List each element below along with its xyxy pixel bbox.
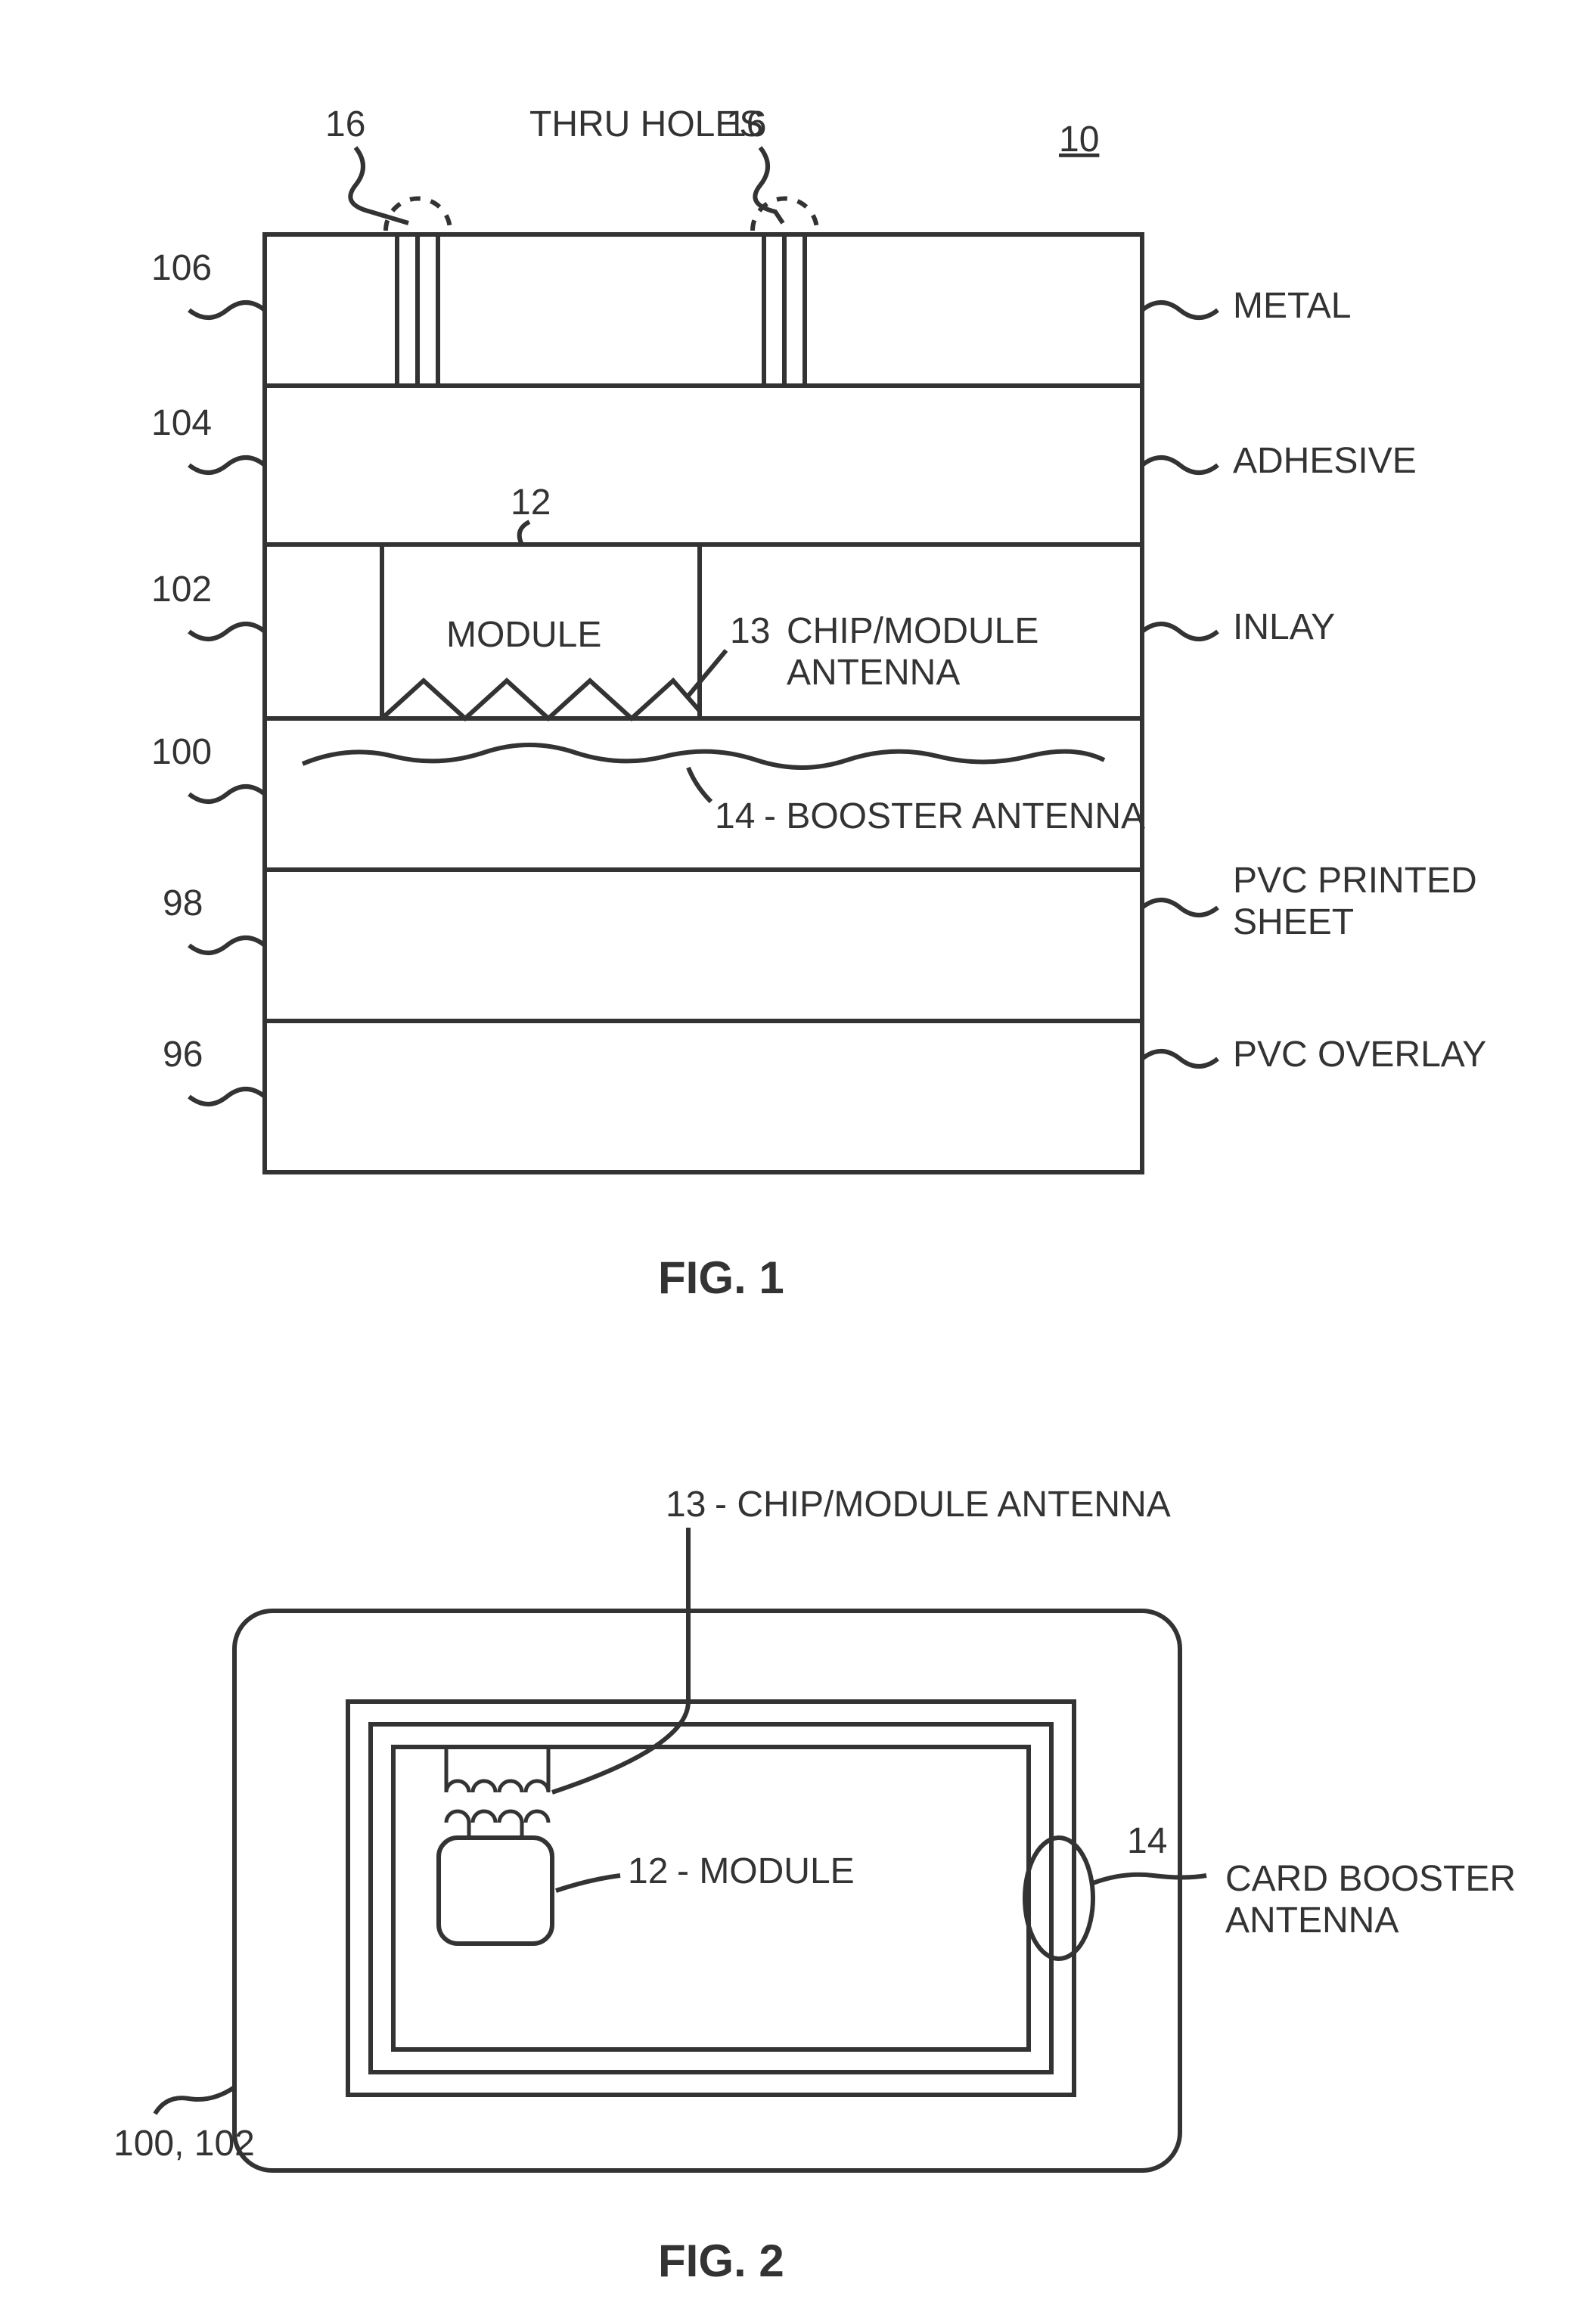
diagram-svg: THRU HOLES 16 16 10 METAL ADHESIVE INLAY… [0,0,1574,2324]
overall-ref: 10 [1059,119,1099,160]
f2-module-ref: 12 [628,1851,668,1891]
thru-hole-arc-right [753,199,817,231]
thru-holes-left [397,234,438,386]
leader-13-f1 [688,650,726,696]
leader-16-right [755,147,783,223]
chip-antenna-zigzag [382,681,700,718]
booster-rect-2 [371,1724,1051,2072]
wave-106 [189,303,265,318]
leader-100-102 [155,2087,234,2114]
leader-14-f1 [688,768,711,802]
coil-row-2 [446,1811,548,1823]
module-chip [439,1838,552,1944]
wave-pvc-printed [1142,900,1218,915]
layer-pvc-overlay [265,1021,1142,1172]
ref-106: 106 [151,248,212,288]
booster-ref: 14 [715,796,755,836]
f2-layers-ref: 100, 102 [113,2124,255,2164]
hole-ref-right: 16 [726,104,766,144]
chip-antenna-label-2: ANTENNA [787,653,960,693]
leader-14-f2 [1093,1875,1206,1883]
label-pvc-overlay: PVC OVERLAY [1233,1035,1486,1075]
layer-adhesive [265,386,1142,545]
ref-96: 96 [163,1035,203,1075]
leader-13-f2 [552,1528,688,1792]
chip-antenna-ref: 13 [730,611,770,651]
wave-98 [189,938,265,953]
chip-antenna-label-1: CHIP/MODULE [787,611,1038,651]
wave-96 [189,1089,265,1104]
ref-104: 104 [151,403,212,443]
wave-adhesive [1142,458,1218,473]
booster-rect-1 [348,1702,1074,2095]
fig2: 13 - CHIP/MODULE ANTENNA 12 - MODULE 14 … [113,1485,1516,2286]
ref-102: 102 [151,569,212,610]
f2-chip-ref: 13 [666,1485,706,1525]
hole-ref-left: 16 [325,104,365,144]
coil-row-1 [446,1781,548,1792]
thru-hole-arc-left [386,199,450,231]
label-inlay: INLAY [1233,607,1335,647]
thru-holes-right [764,234,805,386]
wave-102 [189,624,265,639]
leader-12-f2 [556,1876,620,1891]
label-metal: METAL [1233,286,1351,326]
ref-100: 100 [151,732,212,772]
f2-chip-label: - CHIP/MODULE ANTENNA [715,1485,1171,1525]
f2-module-label: - MODULE [677,1851,855,1891]
wave-104 [189,458,265,473]
booster-ellipse [1025,1838,1093,1959]
f2-booster-label-2: ANTENNA [1225,1900,1399,1941]
wave-metal [1142,303,1218,318]
wave-100 [189,787,265,802]
module-ref: 12 [511,482,551,523]
booster-label: - BOOSTER ANTENNA [764,796,1145,836]
fig1: THRU HOLES 16 16 10 METAL ADHESIVE INLAY… [151,104,1486,1303]
leader-16-left [350,147,408,223]
layer-pvc-printed [265,870,1142,1021]
label-pvc-printed-2: SHEET [1233,902,1354,942]
booster-rect-3 [393,1747,1029,2049]
ref-98: 98 [163,883,203,923]
fig2-caption: FIG. 2 [658,2236,784,2286]
wave-inlay [1142,624,1218,639]
fig1-caption: FIG. 1 [658,1252,784,1303]
f2-booster-label-1: CARD BOOSTER [1225,1859,1516,1899]
label-pvc-printed-1: PVC PRINTED [1233,861,1477,901]
leader-12 [520,522,529,545]
f2-booster-ref: 14 [1127,1821,1167,1861]
booster-antenna-wave [303,745,1104,768]
page: THRU HOLES 16 16 10 METAL ADHESIVE INLAY… [0,0,1574,2324]
label-adhesive: ADHESIVE [1233,441,1417,481]
wave-pvc-overlay [1142,1051,1218,1066]
module-label: MODULE [446,615,601,655]
